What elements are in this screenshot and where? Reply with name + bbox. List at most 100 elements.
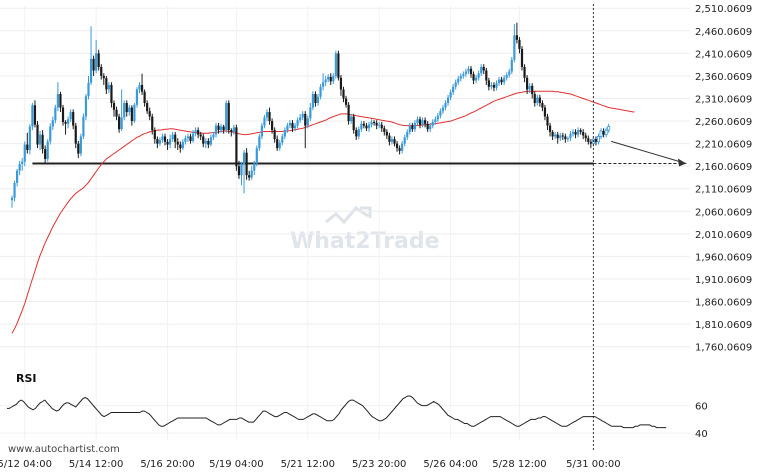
candle-body [434,119,437,122]
candle [556,131,559,144]
candle-body [599,130,603,137]
candle-body [439,111,442,116]
candle-body [301,113,304,118]
candle [319,84,322,100]
candle [10,195,14,208]
candle [69,109,72,122]
candle-body [564,136,567,140]
price-tick-label: 2,210.0609 [695,140,752,151]
candle-body [421,120,424,125]
candle [370,119,373,128]
candle [148,107,151,121]
candle [248,170,251,181]
candle-body [276,139,279,149]
candle [16,168,19,187]
candle [421,117,424,128]
candle [225,100,228,133]
candle [230,128,233,137]
candle [554,131,557,140]
candle [186,133,190,142]
candle-body [495,83,498,88]
candle [429,122,432,132]
candle [281,133,284,146]
candle-body [582,131,585,136]
candle [347,102,350,125]
candle-body [38,134,42,145]
candle [163,133,167,146]
candle [296,117,299,129]
candle [227,100,230,134]
candle-body [378,124,381,126]
candle [110,82,113,108]
candle-body [569,133,572,139]
candle [268,107,271,125]
candle [495,80,498,91]
candle [309,103,312,122]
candle [181,139,184,150]
candle [118,113,121,133]
candle-body [33,105,37,125]
candle [464,68,467,77]
candle-body [490,84,493,87]
candle [38,131,42,150]
candle-body [602,131,605,135]
candle-body [559,135,562,139]
candle [130,105,133,126]
candle [454,79,457,90]
candle [286,122,289,133]
candle [424,117,427,128]
candle [61,104,65,126]
candle [245,148,248,180]
time-tick-label: 5/26 04:00 [423,459,477,470]
candle [487,77,490,91]
candle-body [566,138,569,140]
candle [528,83,531,94]
candle-body [520,48,524,67]
candle [220,123,223,133]
candle [151,113,154,135]
candle [599,128,603,140]
candle [306,115,309,129]
candle-body [135,89,139,105]
candle-body [166,141,169,145]
candle-body [115,109,118,117]
candle [288,120,292,129]
candle [191,130,195,143]
candle-body [102,75,105,79]
candle-body [523,66,526,78]
candle-body [191,133,195,141]
forecast-line [611,140,687,164]
candle-body [89,58,93,83]
candle-body [327,76,330,80]
candle [365,122,368,132]
candle [140,73,144,95]
candle [301,111,304,121]
candle [485,67,488,85]
candle [584,132,587,142]
candle-body [186,136,190,139]
candle [446,94,450,106]
candle [128,104,131,116]
candle-body [163,136,167,142]
candle [594,136,598,146]
candle [299,113,302,123]
candle-body [288,122,292,126]
candle [362,121,365,129]
candle-body [209,137,212,145]
candle [146,100,149,114]
candle-body [120,117,123,130]
candle-body [500,79,503,83]
candle [475,75,478,84]
candle-body [324,79,327,83]
candle-body [357,129,360,137]
candle-body [265,112,269,118]
candle [413,120,416,132]
candle [380,121,383,132]
candle [79,133,82,157]
candle [240,161,243,186]
candle [64,120,67,135]
candle-body [393,139,396,144]
candle [194,127,197,137]
candle [97,49,100,71]
candle-body [171,134,174,140]
